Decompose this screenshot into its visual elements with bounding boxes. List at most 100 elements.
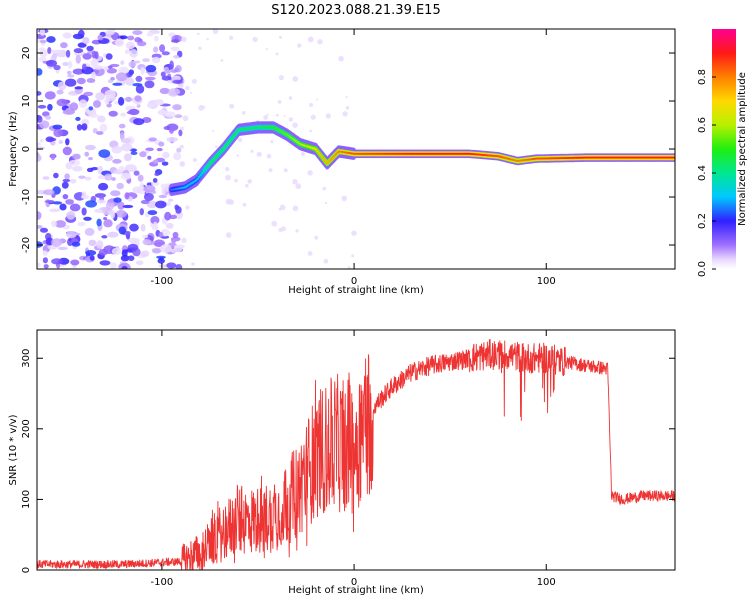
x-tick-label: 100 — [537, 577, 556, 588]
noise-blob — [52, 201, 62, 205]
ridge-core — [479, 153, 482, 156]
noise-blob — [297, 43, 302, 48]
noise-blob — [118, 166, 125, 172]
ridge-core — [257, 126, 261, 129]
noise-blob — [292, 205, 299, 212]
noise-blob — [118, 226, 127, 235]
ridge-core — [565, 157, 568, 159]
ridge-core — [216, 154, 219, 157]
x-tick-label: -100 — [151, 276, 174, 287]
noise-blob — [128, 61, 137, 68]
noise-blob — [46, 36, 56, 43]
ridge-core — [282, 132, 285, 134]
noise-blob — [170, 46, 180, 51]
ridge-core — [234, 132, 238, 135]
ridge-core — [663, 156, 667, 159]
noise-blob — [65, 49, 71, 58]
ridge-core — [393, 152, 396, 155]
ridge-core — [527, 158, 530, 161]
ridge-core — [199, 174, 202, 176]
noise-blob — [229, 103, 235, 109]
noise-blob — [110, 262, 117, 269]
ridge-core — [579, 156, 582, 159]
y-tick-label: -10 — [21, 189, 32, 205]
noise-blob — [171, 237, 177, 244]
ridge-core — [270, 126, 273, 129]
ridge-core — [633, 156, 636, 159]
ridge-core — [265, 126, 268, 129]
ridge-core — [400, 152, 404, 155]
noise-blob — [181, 36, 187, 43]
ridge-core — [451, 152, 455, 155]
ridge-core — [494, 155, 498, 157]
noise-blob — [57, 246, 68, 251]
noise-blob — [276, 113, 279, 117]
ridge-core — [559, 157, 562, 159]
ridge-core — [288, 135, 292, 138]
ridge-core — [425, 152, 428, 155]
noise-blob — [77, 42, 87, 48]
ridge-core — [602, 156, 605, 159]
noise-blob — [124, 164, 137, 172]
ridge-core — [648, 156, 651, 159]
spectrogram-y-axis-label: Frequency (Hz) — [8, 111, 19, 187]
noise-blob — [107, 65, 113, 69]
noise-blob — [65, 138, 70, 146]
ridge-core — [219, 151, 222, 153]
ridge-core — [379, 152, 382, 155]
noise-blob — [147, 155, 152, 160]
noise-blob — [323, 258, 329, 264]
noise-blob — [191, 78, 197, 84]
noise-blob — [70, 259, 80, 266]
ridge-core — [660, 156, 664, 159]
ridge-core — [339, 150, 342, 153]
noise-blob — [185, 205, 190, 210]
ridge-core — [422, 152, 425, 155]
ridge-core — [646, 156, 650, 159]
ridge-core — [287, 134, 290, 137]
noise-blob — [82, 63, 87, 71]
ridge-core — [600, 156, 604, 159]
noise-blob — [87, 50, 93, 54]
noise-blob — [292, 76, 299, 82]
noise-blob — [115, 72, 128, 82]
ridge-core — [313, 147, 316, 150]
ridge-core — [396, 152, 399, 155]
noise-blob — [266, 113, 269, 116]
ridge-core — [241, 128, 244, 131]
ridge-core — [371, 152, 375, 155]
noise-blob — [43, 264, 49, 269]
noise-blob — [153, 221, 158, 229]
noise-blob — [300, 152, 305, 156]
noise-blob — [132, 186, 143, 194]
ridge-core — [665, 156, 668, 159]
ridge-core — [408, 152, 411, 155]
noise-blob — [182, 115, 189, 122]
noise-blob — [132, 30, 143, 35]
noise-blob — [143, 193, 154, 201]
ridge-core — [405, 152, 408, 155]
noise-blob — [37, 154, 42, 162]
noise-blob — [142, 117, 152, 123]
ridge-core — [673, 156, 675, 159]
noise-blob — [179, 144, 184, 149]
ridge-core — [185, 185, 189, 188]
ridge-core — [293, 139, 296, 141]
ridge-core — [324, 160, 327, 162]
ridge-core — [327, 161, 330, 164]
noise-blob — [37, 91, 42, 96]
noise-blob — [113, 197, 122, 203]
noise-blob — [307, 36, 314, 43]
ridge-core — [267, 126, 270, 129]
ridge-core — [562, 157, 565, 159]
x-tick-label: -100 — [151, 577, 174, 588]
ridge-core — [345, 151, 348, 154]
noise-blob — [310, 114, 316, 120]
ridge-core — [417, 152, 421, 155]
noise-blob — [81, 191, 87, 199]
noise-blob — [178, 129, 183, 137]
ridge-core — [511, 158, 514, 161]
noise-blob — [62, 146, 72, 156]
noise-blob — [173, 244, 183, 253]
ridge-core — [517, 159, 521, 162]
